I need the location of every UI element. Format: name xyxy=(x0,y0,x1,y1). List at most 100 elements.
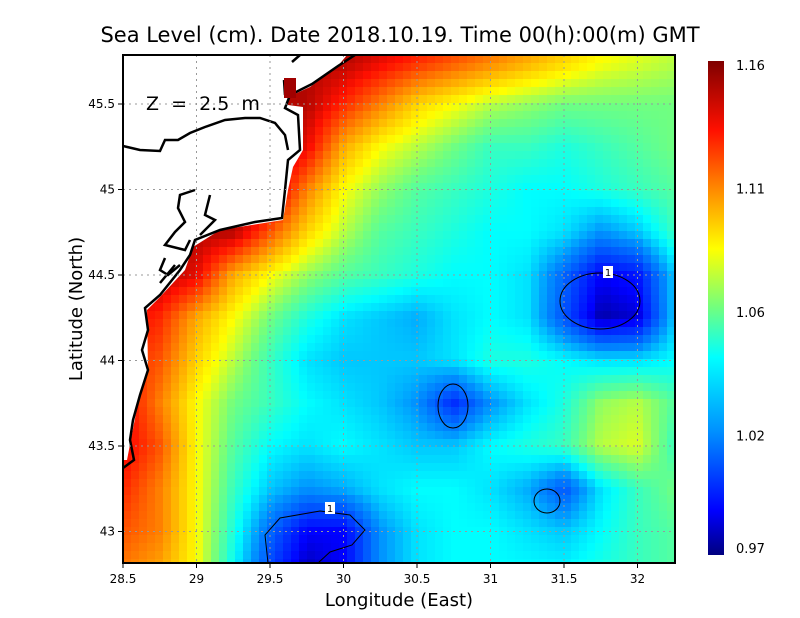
heatmap-cell xyxy=(595,535,604,544)
heatmap-cell xyxy=(131,455,140,464)
heatmap-cell xyxy=(259,311,268,320)
heatmap-cell xyxy=(307,503,316,512)
heatmap-cell xyxy=(643,335,652,344)
heatmap-cell xyxy=(379,271,388,280)
heatmap-cell xyxy=(139,559,148,563)
heatmap-cell xyxy=(603,183,612,192)
heatmap-cell xyxy=(667,87,675,96)
heatmap-cell xyxy=(347,535,356,544)
heatmap-cell xyxy=(459,127,468,136)
heatmap-cell xyxy=(611,343,620,352)
heatmap-cell xyxy=(219,527,228,536)
heatmap-cell xyxy=(531,383,540,392)
heatmap-cell xyxy=(515,447,524,456)
heatmap-cell xyxy=(331,407,340,416)
heatmap-cell xyxy=(475,175,484,184)
heatmap-cell xyxy=(427,559,436,563)
heatmap-cell xyxy=(619,351,628,360)
heatmap-cell xyxy=(243,511,252,520)
heatmap-cell xyxy=(555,247,564,256)
heatmap-cell xyxy=(227,503,236,512)
heatmap-cell xyxy=(395,119,404,128)
heatmap-cell xyxy=(483,295,492,304)
heatmap-cell xyxy=(531,487,540,496)
heatmap-cell xyxy=(403,295,412,304)
heatmap-cell xyxy=(483,495,492,504)
heatmap-cell xyxy=(203,255,212,264)
heatmap-cell xyxy=(283,407,292,416)
heatmap-cell xyxy=(555,151,564,160)
heatmap-cell xyxy=(363,111,372,120)
heatmap-cell xyxy=(299,119,308,128)
heatmap-cell xyxy=(291,455,300,464)
heatmap-cell xyxy=(267,279,276,288)
heatmap-cell xyxy=(555,159,564,168)
heatmap-cell xyxy=(251,495,260,504)
heatmap-cell xyxy=(211,319,220,328)
heatmap-cell xyxy=(611,535,620,544)
heatmap-cell xyxy=(259,223,268,232)
heatmap-cell xyxy=(227,255,236,264)
heatmap-cell xyxy=(507,79,516,88)
heatmap-cell xyxy=(203,335,212,344)
heatmap-cell xyxy=(435,439,444,448)
heatmap-cell xyxy=(539,215,548,224)
heatmap-cell xyxy=(147,543,156,552)
heatmap-cell xyxy=(515,383,524,392)
heatmap-cell xyxy=(131,535,140,544)
heatmap-cell xyxy=(523,255,532,264)
heatmap-cell xyxy=(387,231,396,240)
heatmap-cell xyxy=(347,79,356,88)
heatmap-cell xyxy=(427,247,436,256)
heatmap-cell xyxy=(483,311,492,320)
heatmap-cell xyxy=(603,255,612,264)
heatmap-cell xyxy=(483,343,492,352)
heatmap-cell xyxy=(203,559,212,563)
heatmap-cell xyxy=(619,495,628,504)
heatmap-cell xyxy=(539,407,548,416)
heatmap-cell xyxy=(411,367,420,376)
heatmap-cell xyxy=(435,487,444,496)
heatmap-cell xyxy=(163,423,172,432)
heatmap-cell xyxy=(363,207,372,216)
heatmap-cell xyxy=(291,183,300,192)
heatmap-cell xyxy=(499,351,508,360)
heatmap-cell xyxy=(371,255,380,264)
heatmap-cell xyxy=(563,191,572,200)
heatmap-cell xyxy=(579,303,588,312)
heatmap-cell xyxy=(619,95,628,104)
heatmap-cell xyxy=(347,559,356,563)
heatmap-cell xyxy=(595,407,604,416)
heatmap-cell xyxy=(387,471,396,480)
heatmap-cell xyxy=(251,247,260,256)
heatmap-cell xyxy=(587,159,596,168)
heatmap-cell xyxy=(147,487,156,496)
heatmap-cell xyxy=(475,455,484,464)
heatmap-cell xyxy=(451,295,460,304)
heatmap-cell xyxy=(147,415,156,424)
heatmap-cell xyxy=(123,455,132,464)
heatmap-cell xyxy=(291,399,300,408)
heatmap-cell xyxy=(555,447,564,456)
heatmap-cell xyxy=(587,191,596,200)
heatmap-cell xyxy=(331,327,340,336)
heatmap-cell xyxy=(555,559,564,563)
heatmap-cell xyxy=(555,543,564,552)
heatmap-cell xyxy=(403,351,412,360)
heatmap-cell xyxy=(539,455,548,464)
heatmap-cell xyxy=(395,479,404,488)
heatmap-cell xyxy=(619,199,628,208)
heatmap-cell xyxy=(347,199,356,208)
heatmap-cell xyxy=(459,183,468,192)
heatmap-cell xyxy=(619,191,628,200)
heatmap-cell xyxy=(619,143,628,152)
heatmap-cell xyxy=(355,103,364,112)
heatmap-cell xyxy=(203,319,212,328)
heatmap-cell xyxy=(267,255,276,264)
heatmap-cell xyxy=(507,247,516,256)
heatmap-cell xyxy=(451,455,460,464)
heatmap-cell xyxy=(547,423,556,432)
heatmap-cell xyxy=(571,55,580,64)
heatmap-cell xyxy=(219,311,228,320)
heatmap-cell xyxy=(571,151,580,160)
